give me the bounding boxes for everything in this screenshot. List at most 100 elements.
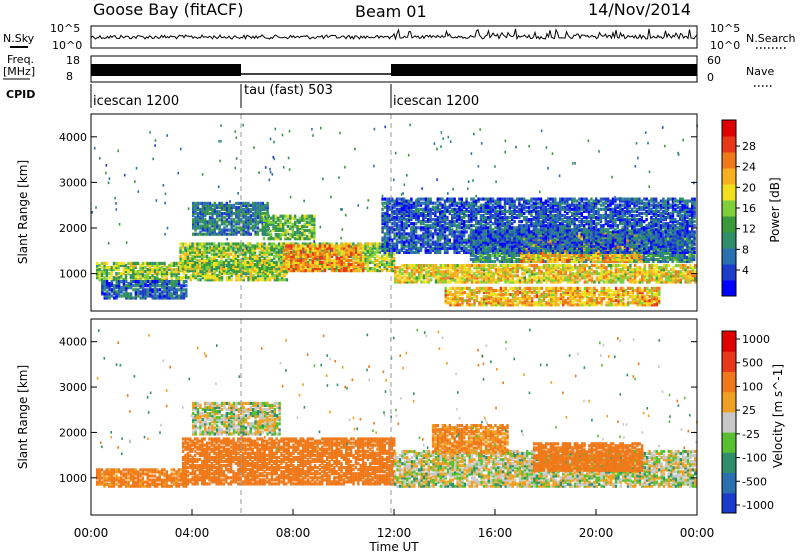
range-gate-cell — [108, 294, 111, 298]
range-gate-cell — [595, 264, 598, 268]
range-gate-cell — [196, 250, 199, 254]
range-gate-cell — [270, 244, 273, 248]
range-gate-cell — [227, 252, 230, 256]
range-gate-cell — [225, 224, 228, 228]
range-gate-cell — [456, 290, 459, 295]
range-gate-cell — [290, 244, 293, 248]
range-gate-cell — [509, 278, 512, 282]
range-gate-cell — [523, 266, 526, 270]
range-gate-cell — [602, 264, 606, 268]
range-gate-cell — [538, 286, 541, 290]
range-gate-cell — [146, 276, 149, 280]
range-gate-cell — [225, 252, 228, 256]
range-gate-cell — [484, 255, 487, 259]
range-gate-cell — [588, 278, 591, 282]
range-gate-cell — [340, 267, 343, 271]
range-gate-cell — [172, 261, 176, 265]
range-gate-cell — [234, 244, 237, 248]
range-gate-cell — [223, 203, 226, 207]
range-gate-cell — [352, 244, 355, 248]
range-gate-cell — [151, 278, 154, 282]
range-gate-cell — [182, 272, 185, 276]
range-gate-cell — [528, 295, 531, 299]
range-gate-cell — [475, 264, 478, 268]
range-gate-cell — [354, 244, 358, 248]
freq-left-tick-top: 18 — [66, 54, 80, 67]
range-gate-cell — [165, 286, 169, 290]
range-gate-cell — [677, 264, 680, 268]
range-gate-cell — [213, 201, 216, 205]
range-gate-cell — [373, 267, 377, 271]
range-gate-cell — [629, 295, 632, 299]
range-gate-cell — [514, 286, 517, 290]
range-gate-cell — [213, 246, 216, 250]
range-gate-cell — [535, 286, 539, 290]
range-gate-cell — [258, 267, 261, 271]
range-gate-cell — [672, 266, 675, 270]
noise-sky-series — [90, 28, 698, 41]
range-gate-cell — [491, 259, 494, 264]
range-gate-cell — [658, 274, 661, 278]
range-gate-cell — [583, 264, 586, 268]
range-gate-cell — [540, 299, 543, 303]
range-gate-cell — [357, 248, 360, 252]
range-gate-cell — [201, 264, 204, 269]
range-gate-cell — [303, 237, 306, 241]
range-gate-cell — [330, 244, 334, 248]
range-gate-cell — [354, 248, 357, 252]
range-gate-cell — [373, 246, 377, 250]
range-gate-cell — [293, 214, 297, 218]
range-gate-cell — [232, 218, 236, 222]
range-gate-cell — [309, 260, 312, 264]
range-gate-cell — [163, 296, 166, 300]
range-gate-cell — [105, 280, 109, 284]
range-gate-cell — [631, 278, 634, 282]
range-gate-cell — [256, 260, 259, 264]
range-gate-cell — [105, 278, 109, 282]
range-gate-cell — [122, 282, 126, 286]
range-gate-cell — [369, 248, 372, 252]
range-gate-cell — [265, 246, 269, 250]
range-gate-cell — [422, 264, 426, 268]
range-gate-cell — [144, 288, 147, 292]
range-gate-cell — [494, 278, 498, 282]
range-gate-cell — [170, 270, 173, 274]
range-gate-cell — [390, 269, 393, 273]
range-gate-cell — [129, 263, 133, 267]
range-gate-cell — [244, 269, 247, 273]
range-gate-cell — [643, 286, 647, 290]
range-gate-cell — [273, 276, 277, 280]
range-gate-cell — [108, 267, 111, 272]
range-gate-cell — [153, 290, 157, 294]
range-gate-cell — [225, 258, 228, 262]
range-gate-cell — [535, 301, 539, 305]
range-gate-cell — [473, 299, 476, 303]
range-gate-cell — [244, 260, 247, 264]
range-gate-cell — [282, 256, 286, 260]
range-gate-cell — [168, 294, 171, 298]
range-gate-cell — [220, 254, 223, 258]
range-gate-cell — [540, 266, 543, 270]
range-gate-cell — [134, 290, 138, 294]
range-gate-cell — [437, 276, 440, 280]
range-gate-cell — [229, 242, 233, 246]
range-gate-cell — [566, 264, 570, 268]
range-gate-cell — [177, 276, 181, 280]
range-gate-cell — [350, 262, 353, 267]
range-gate-cell — [284, 214, 287, 218]
range-gate-cell — [385, 250, 389, 254]
range-gate-cell — [237, 274, 241, 278]
range-gate-cell — [259, 274, 262, 278]
range-gate-cell — [239, 262, 242, 267]
range-gate-cell — [277, 216, 280, 220]
range-gate-cell — [576, 286, 579, 290]
range-gate-cell — [105, 292, 109, 296]
range-gate-cell — [269, 220, 273, 224]
range-gate-cell — [194, 272, 197, 276]
range-gate-cell — [158, 294, 162, 298]
range-gate-cell — [518, 276, 522, 280]
range-gate-cell — [117, 294, 121, 298]
range-gate-cell — [160, 267, 164, 272]
range-gate-cell — [256, 256, 259, 260]
range-gate-cell — [345, 242, 348, 246]
